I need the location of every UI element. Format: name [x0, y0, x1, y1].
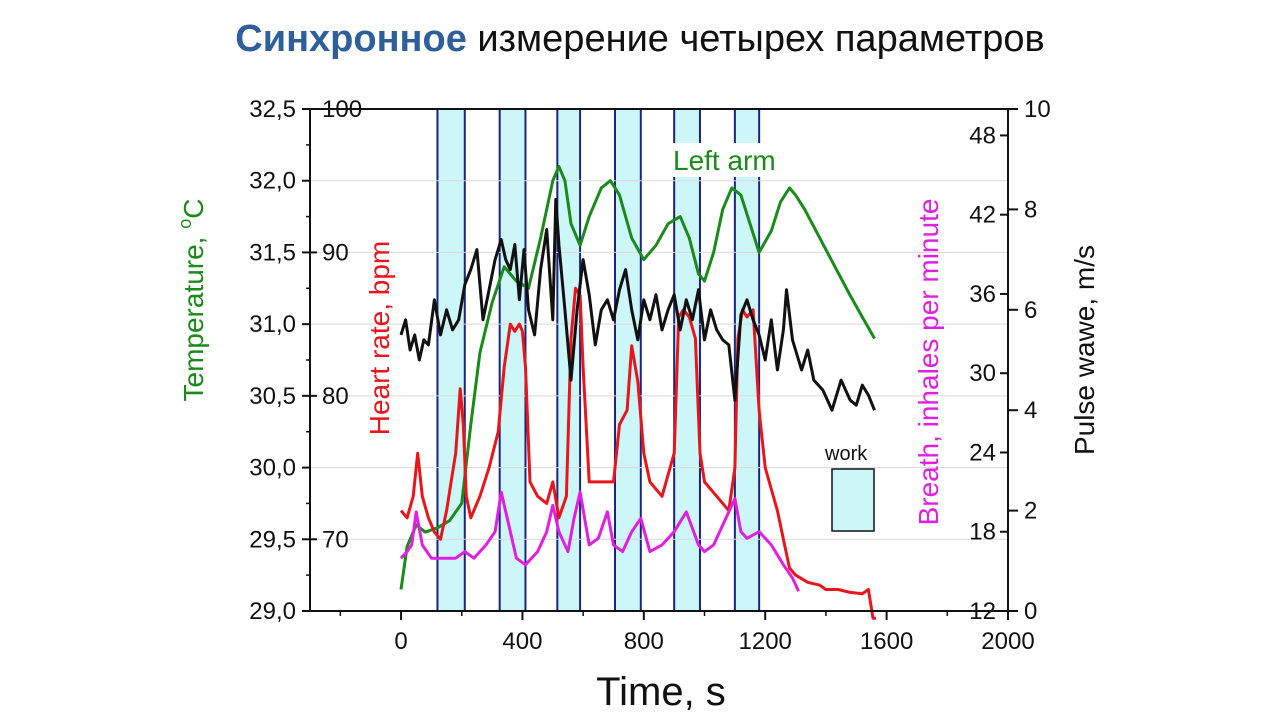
heart-rate-axis-label: Heart rate, bpm	[364, 241, 395, 436]
x-axis-label: Time, s	[596, 670, 726, 714]
series-line-breath	[399, 490, 800, 592]
work-legend-label: work	[824, 443, 868, 465]
x-tick-label-5: 2000	[981, 628, 1034, 655]
hr-tick-label-1: 80	[322, 383, 349, 410]
work-band-3	[614, 109, 641, 611]
temp-tick-label-2: 30,0	[249, 455, 296, 482]
temperature-axis-label: Temperature, oC	[175, 199, 209, 402]
breath-tick-label-2: 24	[969, 439, 996, 466]
temp-tick-label-6: 32,0	[249, 168, 296, 195]
series-line-pulse_wave	[399, 197, 876, 412]
breath-tick-label-4: 36	[969, 281, 996, 308]
temp-tick-label-5: 31,5	[249, 239, 296, 266]
breath-tick-label-5: 42	[969, 202, 996, 229]
x-tick-label-2: 800	[624, 628, 664, 655]
page-title: Синхронное измерение четырех параметров	[0, 18, 1280, 61]
left-arm-annotation: Left arm	[673, 145, 776, 176]
x-tick-label-3: 1200	[739, 628, 792, 655]
work-legend-swatch	[831, 468, 875, 532]
temp-tick-label-1: 29,5	[249, 526, 296, 553]
breath-tick-label-0: 12	[969, 598, 996, 625]
plot-frame	[309, 108, 1009, 612]
breath-tick-label-3: 30	[969, 360, 996, 387]
temp-tick-label-7: 32,5	[249, 96, 296, 123]
annotation-background	[670, 143, 816, 177]
pulse-tick-label-4: 8	[1024, 196, 1037, 223]
temp-tick-label-3: 30,5	[249, 383, 296, 410]
title-rest: измерение четырех параметров	[466, 18, 1045, 60]
pulse-tick-label-3: 6	[1024, 297, 1037, 324]
x-tick-label-1: 400	[502, 628, 542, 655]
grid	[310, 180, 1008, 540]
temp-tick-label-4: 31,0	[249, 311, 296, 338]
hr-tick-label-3: 100	[322, 96, 362, 123]
pulse-wave-axis-label: Pulse wawe, m/s	[1069, 245, 1100, 455]
series-line-temperature	[399, 164, 876, 590]
hr-tick-label-0: 70	[322, 526, 349, 553]
pulse-tick-label-2: 4	[1024, 397, 1037, 424]
title-highlight: Синхронное	[235, 18, 467, 60]
series-line-heart_rate	[399, 286, 876, 620]
x-tick-label-4: 1600	[860, 628, 913, 655]
pulse-tick-label-1: 2	[1024, 498, 1037, 525]
pulse-tick-label-5: 10	[1024, 96, 1051, 123]
pulse-tick-label-0: 0	[1024, 598, 1037, 625]
temp-tick-label-0: 29,0	[249, 598, 296, 625]
axes: 29,029,530,030,531,031,532,032,570809010…	[249, 96, 1050, 655]
breath-axis-label: Breath, inhales per minute	[913, 199, 944, 526]
x-tick-label-0: 0	[394, 628, 407, 655]
breath-tick-label-1: 18	[969, 519, 996, 546]
hr-tick-label-2: 90	[322, 239, 349, 266]
breath-tick-label-6: 48	[969, 122, 996, 149]
series-lines	[399, 164, 876, 620]
